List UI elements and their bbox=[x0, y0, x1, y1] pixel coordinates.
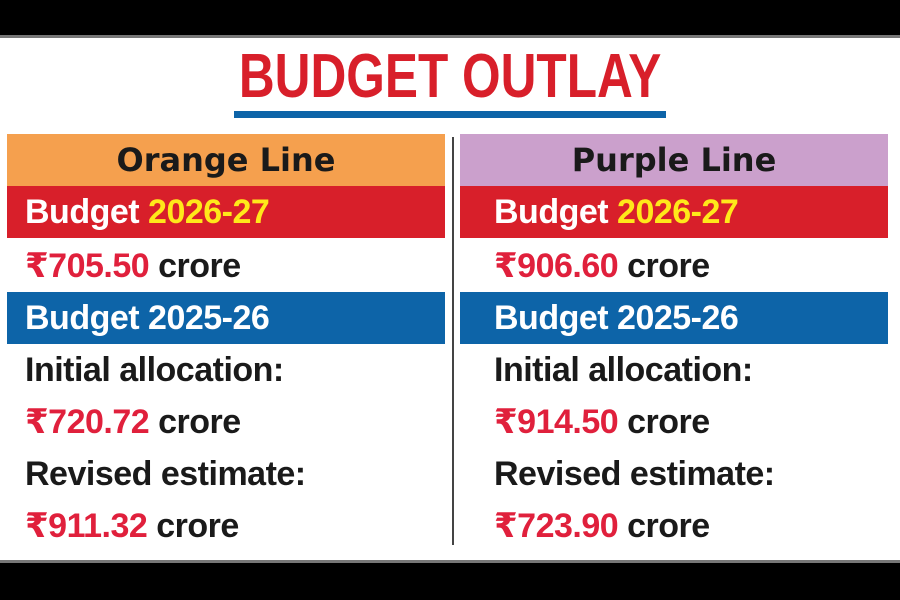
budget-old-header: Budget 2025-26 bbox=[7, 292, 445, 344]
revised-label: Revised estimate: bbox=[494, 455, 775, 493]
initial-amount: ₹720.72 crore bbox=[25, 403, 241, 441]
budget-new-header: Budget 2026-27 bbox=[7, 186, 445, 238]
column-header: Orange Line bbox=[7, 134, 445, 186]
bottom-black-bar bbox=[0, 560, 900, 600]
purple-line-column: Purple Line Budget 2026-27 ₹906.60 crore… bbox=[460, 134, 888, 552]
budget-new-amount: ₹906.60 crore bbox=[494, 247, 710, 285]
column-divider bbox=[452, 137, 454, 545]
budget-old-header: Budget 2025-26 bbox=[460, 292, 888, 344]
initial-label: Initial allocation: bbox=[494, 351, 753, 389]
orange-line-column: Orange Line Budget 2026-27 ₹705.50 crore… bbox=[7, 134, 445, 552]
column-header: Purple Line bbox=[460, 134, 888, 186]
initial-label: Initial allocation: bbox=[25, 351, 284, 389]
revised-label: Revised estimate: bbox=[25, 455, 306, 493]
budget-new-header: Budget 2026-27 bbox=[460, 186, 888, 238]
revised-amount: ₹723.90 crore bbox=[494, 507, 710, 545]
revised-amount: ₹911.32 crore bbox=[25, 507, 239, 545]
top-black-bar bbox=[0, 0, 900, 38]
title-underline bbox=[234, 111, 666, 118]
page-title: BUDGET OUTLAY bbox=[238, 42, 662, 111]
budget-new-amount: ₹705.50 crore bbox=[25, 247, 241, 285]
initial-amount: ₹914.50 crore bbox=[494, 403, 710, 441]
